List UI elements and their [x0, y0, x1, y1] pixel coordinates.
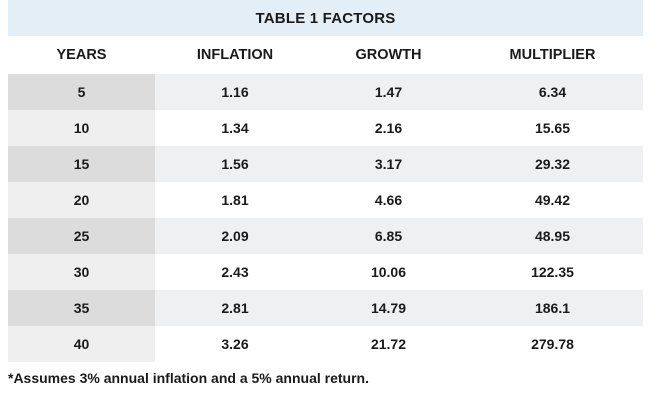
cell-growth: 1.47 [374, 84, 403, 100]
cell-multiplier: 122.35 [531, 264, 574, 280]
table-row: 25 2.09 6.85 48.95 [8, 218, 643, 254]
cell-inflation: 1.81 [221, 192, 249, 208]
cell-years: 20 [8, 182, 155, 218]
cell-growth: 14.79 [370, 300, 407, 316]
column-header-inflation: INFLATION [196, 47, 274, 63]
table-row: 20 1.81 4.66 49.42 [8, 182, 643, 218]
table-header: YEARS INFLATION GROWTH MULTIPLIER [8, 36, 643, 74]
table-row: 5 1.16 1.47 6.34 [8, 74, 643, 110]
table-row: 35 2.81 14.79 186.1 [8, 290, 643, 326]
cell-multiplier: 186.1 [534, 300, 571, 316]
cell-growth: 3.17 [374, 156, 403, 172]
cell-years: 40 [8, 326, 155, 362]
cell-growth: 21.72 [370, 336, 407, 352]
table-row: 30 2.43 10.06 122.35 [8, 254, 643, 290]
cell-growth: 6.85 [374, 228, 403, 244]
table-row: 15 1.56 3.17 29.32 [8, 146, 643, 182]
cell-years: 25 [8, 218, 155, 254]
cell-inflation: 2.43 [221, 264, 249, 280]
cell-inflation: 3.26 [221, 336, 249, 352]
cell-inflation: 2.09 [221, 228, 249, 244]
cell-multiplier: 279.78 [531, 336, 574, 352]
cell-multiplier: 6.34 [538, 84, 567, 100]
cell-growth: 4.66 [374, 192, 403, 208]
column-header-multiplier: MULTIPLIER [509, 47, 596, 63]
cell-years: 5 [8, 74, 155, 110]
cell-years: 15 [8, 146, 155, 182]
table-title: TABLE 1 FACTORS [8, 0, 643, 36]
table-body: 5 1.16 1.47 6.34 10 1.34 2.16 15.65 15 1… [8, 74, 643, 362]
cell-multiplier: 49.42 [534, 192, 571, 208]
cell-growth: 2.16 [374, 120, 403, 136]
column-header-years: YEARS [56, 47, 107, 63]
cell-inflation: 1.16 [221, 84, 249, 100]
column-header-growth: GROWTH [355, 47, 422, 63]
cell-years: 30 [8, 254, 155, 290]
table-row: 10 1.34 2.16 15.65 [8, 110, 643, 146]
cell-multiplier: 15.65 [534, 120, 571, 136]
cell-inflation: 1.56 [221, 156, 249, 172]
table-footnote: *Assumes 3% annual inflation and a 5% an… [8, 370, 369, 386]
cell-inflation: 1.34 [221, 120, 249, 136]
cell-inflation: 2.81 [221, 300, 249, 316]
cell-years: 35 [8, 290, 155, 326]
table-row: 40 3.26 21.72 279.78 [8, 326, 643, 362]
cell-growth: 10.06 [370, 264, 407, 280]
cell-multiplier: 29.32 [534, 156, 571, 172]
cell-years: 10 [8, 110, 155, 146]
cell-multiplier: 48.95 [534, 228, 571, 244]
